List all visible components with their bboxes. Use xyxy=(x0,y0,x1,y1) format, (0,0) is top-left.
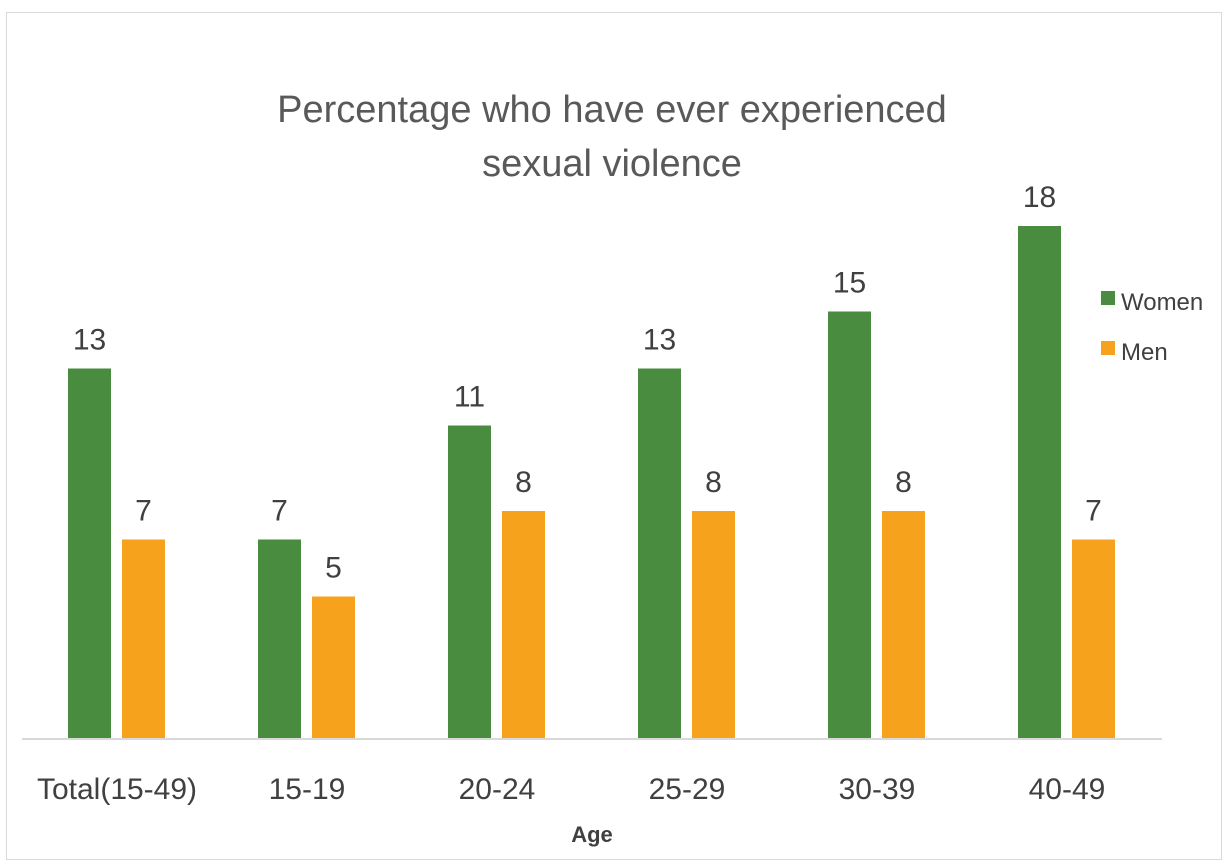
data-label-men-3: 8 xyxy=(705,466,722,499)
bar-women-1 xyxy=(258,539,301,739)
x-tick-label-1: 15-19 xyxy=(269,773,346,806)
bar-men-5 xyxy=(1072,539,1115,739)
legend-swatch-women xyxy=(1101,291,1115,305)
bar-men-2 xyxy=(502,511,545,739)
chart-title-line-2: sexual violence xyxy=(482,143,742,185)
data-labels-layer: 13 7 7 5 11 8 13 8 15 8 18 7 xyxy=(73,181,1102,585)
bar-women-5 xyxy=(1018,226,1061,739)
x-tick-label-0: Total(15-49) xyxy=(37,773,197,806)
bars-layer xyxy=(68,226,1115,739)
x-tick-label-4: 30-39 xyxy=(839,773,916,806)
data-label-men-4: 8 xyxy=(895,466,912,499)
x-tick-label-3: 25-29 xyxy=(649,773,726,806)
bar-women-2 xyxy=(448,425,491,739)
data-label-men-2: 8 xyxy=(515,466,532,499)
x-tick-labels: Total(15-49) 15-19 20-24 25-29 30-39 40-49 xyxy=(37,773,1105,806)
bar-men-4 xyxy=(882,511,925,739)
bar-men-3 xyxy=(692,511,735,739)
data-label-men-5: 7 xyxy=(1085,495,1102,528)
legend-swatch-men xyxy=(1101,341,1115,355)
data-label-women-1: 7 xyxy=(271,495,288,528)
bar-men-1 xyxy=(312,596,355,739)
data-label-women-3: 13 xyxy=(643,324,676,357)
data-label-women-4: 15 xyxy=(833,267,866,300)
data-label-women-0: 13 xyxy=(73,324,106,357)
x-tick-label-2: 20-24 xyxy=(459,773,536,806)
bar-women-4 xyxy=(828,311,871,739)
data-label-men-0: 7 xyxy=(135,495,152,528)
legend: Women Men xyxy=(1101,289,1203,366)
legend-label-women: Women xyxy=(1121,289,1203,316)
data-label-women-5: 18 xyxy=(1023,181,1056,214)
bar-women-0 xyxy=(68,368,111,739)
data-label-women-2: 11 xyxy=(454,381,485,414)
legend-label-men: Men xyxy=(1121,339,1168,366)
chart-title-line-1: Percentage who have ever experienced xyxy=(277,89,947,131)
data-label-men-1: 5 xyxy=(325,552,342,585)
bar-women-3 xyxy=(638,368,681,739)
x-tick-label-5: 40-49 xyxy=(1029,773,1106,806)
x-axis-title: Age xyxy=(571,822,613,847)
bar-men-0 xyxy=(122,539,165,739)
